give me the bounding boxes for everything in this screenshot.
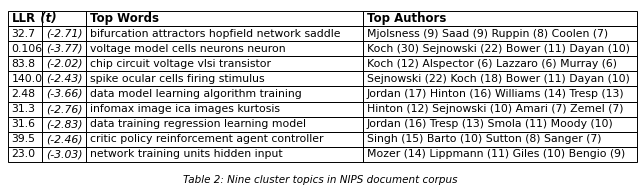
Text: infomax image ica images kurtosis: infomax image ica images kurtosis	[90, 104, 280, 114]
Text: network training units hidden input: network training units hidden input	[90, 149, 283, 159]
Text: (-2.02): (-2.02)	[46, 59, 83, 69]
Bar	[86, 56, 363, 71]
Bar	[42, 117, 86, 132]
Text: 31.6: 31.6	[12, 119, 36, 129]
Text: data model learning algorithm training: data model learning algorithm training	[90, 89, 302, 99]
Bar	[42, 132, 86, 147]
Bar	[86, 26, 363, 41]
Bar	[42, 41, 86, 56]
Bar	[42, 26, 86, 41]
Text: 83.8: 83.8	[12, 59, 36, 69]
Bar	[8, 102, 42, 117]
Text: voltage model cells neurons neuron: voltage model cells neurons neuron	[90, 44, 286, 54]
Bar	[363, 132, 637, 147]
Text: 23.0: 23.0	[12, 149, 36, 159]
Text: Top Words: Top Words	[90, 12, 159, 25]
Bar	[86, 102, 363, 117]
Text: 140.0: 140.0	[12, 74, 43, 84]
Bar	[8, 86, 42, 102]
Bar	[8, 11, 42, 26]
Text: Koch (30) Sejnowski (22) Bower (11) Dayan (10): Koch (30) Sejnowski (22) Bower (11) Daya…	[367, 44, 630, 54]
Bar	[86, 132, 363, 147]
Bar	[363, 147, 637, 162]
Text: (-3.66): (-3.66)	[46, 89, 83, 99]
Bar	[86, 71, 363, 86]
Bar	[42, 86, 86, 102]
Bar	[363, 41, 637, 56]
Text: bifurcation attractors hopfield network saddle: bifurcation attractors hopfield network …	[90, 29, 340, 39]
Text: spike ocular cells firing stimulus: spike ocular cells firing stimulus	[90, 74, 265, 84]
Text: 2.48: 2.48	[12, 89, 36, 99]
Bar	[8, 117, 42, 132]
Text: (-2.71): (-2.71)	[46, 29, 83, 39]
Bar	[363, 11, 637, 26]
Bar	[8, 71, 42, 86]
Text: (-2.46): (-2.46)	[46, 134, 83, 144]
Text: (-3.03): (-3.03)	[46, 149, 83, 159]
Bar	[86, 86, 363, 102]
Text: (-3.77): (-3.77)	[46, 44, 83, 54]
Text: (t): (t)	[32, 12, 56, 25]
Text: (-2.83): (-2.83)	[46, 119, 83, 129]
Bar	[86, 117, 363, 132]
Bar	[363, 117, 637, 132]
Bar	[42, 147, 86, 162]
Bar	[363, 71, 637, 86]
Bar	[363, 102, 637, 117]
Text: (-2.43): (-2.43)	[46, 74, 83, 84]
Bar	[42, 11, 86, 26]
Text: Koch (12) Alspector (6) Lazzaro (6) Murray (6): Koch (12) Alspector (6) Lazzaro (6) Murr…	[367, 59, 617, 69]
Text: Jordan (16) Tresp (13) Smola (11) Moody (10): Jordan (16) Tresp (13) Smola (11) Moody …	[367, 119, 614, 129]
Text: Top Authors: Top Authors	[367, 12, 446, 25]
Text: (-2.76): (-2.76)	[46, 104, 83, 114]
Text: data training regression learning model: data training regression learning model	[90, 119, 306, 129]
Text: 32.7: 32.7	[12, 29, 36, 39]
Text: Singh (15) Barto (10) Sutton (8) Sanger (7): Singh (15) Barto (10) Sutton (8) Sanger …	[367, 134, 602, 144]
Text: LLR: LLR	[12, 12, 36, 25]
Text: 0.106: 0.106	[12, 44, 43, 54]
Text: Mjolsness (9) Saad (9) Ruppin (8) Coolen (7): Mjolsness (9) Saad (9) Ruppin (8) Coolen…	[367, 29, 608, 39]
Bar	[363, 56, 637, 71]
Bar	[8, 132, 42, 147]
Bar	[86, 147, 363, 162]
Bar	[42, 102, 86, 117]
Bar	[86, 41, 363, 56]
Text: 31.3: 31.3	[12, 104, 36, 114]
Text: chip circuit voltage vlsi transistor: chip circuit voltage vlsi transistor	[90, 59, 271, 69]
Text: Mozer (14) Lippmann (11) Giles (10) Bengio (9): Mozer (14) Lippmann (11) Giles (10) Beng…	[367, 149, 625, 159]
Bar	[8, 147, 42, 162]
Text: critic policy reinforcement agent controller: critic policy reinforcement agent contro…	[90, 134, 324, 144]
Bar	[363, 86, 637, 102]
Bar	[363, 26, 637, 41]
Text: 39.5: 39.5	[12, 134, 36, 144]
Text: Hinton (12) Sejnowski (10) Amari (7) Zemel (7): Hinton (12) Sejnowski (10) Amari (7) Zem…	[367, 104, 623, 114]
Text: Jordan (17) Hinton (16) Williams (14) Tresp (13): Jordan (17) Hinton (16) Williams (14) Tr…	[367, 89, 625, 99]
Bar	[8, 41, 42, 56]
Text: Sejnowski (22) Koch (18) Bower (11) Dayan (10): Sejnowski (22) Koch (18) Bower (11) Daya…	[367, 74, 630, 84]
Bar	[42, 71, 86, 86]
Bar	[8, 26, 42, 41]
Bar	[42, 56, 86, 71]
Text: Table 2: Nine cluster topics in NIPS document corpus: Table 2: Nine cluster topics in NIPS doc…	[183, 174, 457, 185]
Bar	[86, 11, 363, 26]
Bar	[8, 56, 42, 71]
